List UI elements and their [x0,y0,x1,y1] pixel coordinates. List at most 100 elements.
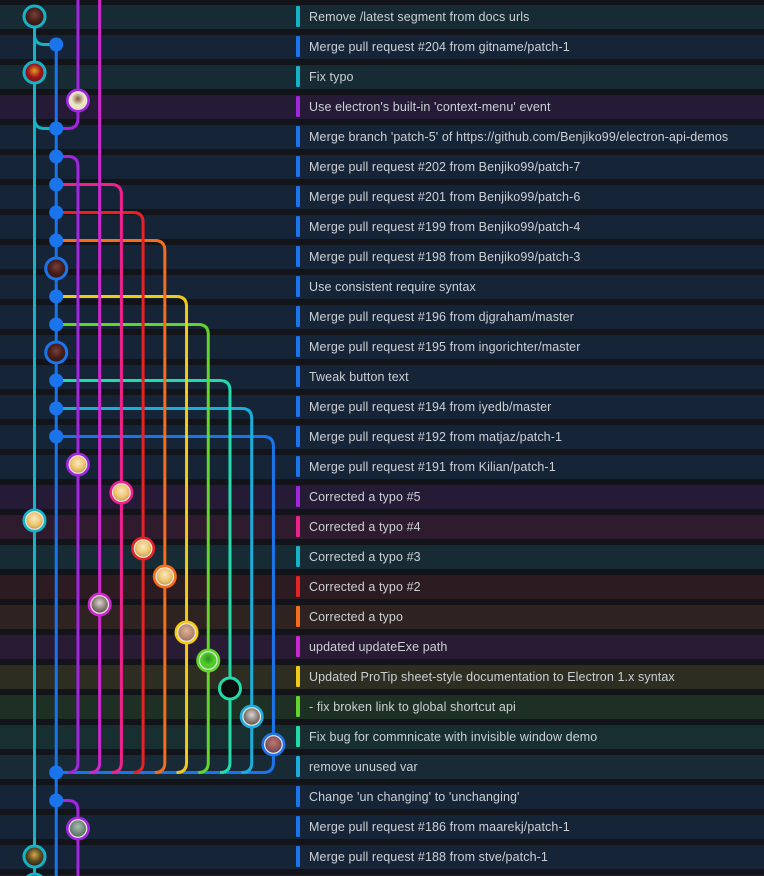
commit-row[interactable]: Change 'un changing' to 'unchanging' [0,784,764,813]
commit-row[interactable]: Merge branch 'patch-5' of https://github… [0,124,764,153]
commit-row-band: Merge pull request #192 from matjaz/patc… [0,424,764,449]
commit-message: Merge pull request #201 from Benjiko99/p… [309,189,581,204]
commit-row[interactable]: Use consistent require syntax [0,274,764,303]
commit-message: Corrected a typo #2 [309,579,421,594]
commit-row[interactable]: Merge pull request #201 from Benjiko99/p… [0,184,764,213]
commit-row[interactable]: - fix broken link to global shortcut api [0,694,764,723]
commit-ref-bar [296,96,300,117]
commit-row-band: updated updateExe path [0,634,764,659]
commit-row-band: Merge pull request #196 from djgraham/ma… [0,304,764,329]
commit-row-band: Tweak button text [0,364,764,389]
commit-message: Merge pull request #195 from ingorichter… [309,339,581,354]
commit-ref-bar [296,306,300,327]
commit-row[interactable]: Corrected a typo #3 [0,544,764,573]
commit-ref-bar [296,156,300,177]
commit-row[interactable]: Merge pull request #196 from djgraham/ma… [0,304,764,333]
commit-ref-bar [296,516,300,537]
commit-row[interactable]: Corrected a typo #5 [0,484,764,513]
commit-row[interactable]: updated updateExe path [0,634,764,663]
commit-message: Merge pull request #186 from maarekj/pat… [309,819,570,834]
commit-ref-bar [296,126,300,147]
commit-row-band: Corrected a typo [0,604,764,629]
commit-message: Change 'un changing' to 'unchanging' [309,789,520,804]
commit-row[interactable]: Merge pull request #199 from Benjiko99/p… [0,214,764,243]
commit-message: - fix broken link to global shortcut api [309,699,516,714]
commit-message: Merge pull request #191 from Kilian/patc… [309,459,556,474]
commit-ref-bar [296,606,300,627]
commit-message: Corrected a typo #3 [309,549,421,564]
commit-row[interactable]: Use electron's built-in 'context-menu' e… [0,94,764,123]
commit-ref-bar [296,456,300,477]
commit-row-band: Corrected a typo #4 [0,514,764,539]
commit-ref-bar [296,486,300,507]
commit-row[interactable]: Remove /latest segment from docs urls [0,4,764,33]
commit-message: Merge pull request #196 from djgraham/ma… [309,309,574,324]
commit-row-band: Merge pull request #188 from stve/patch-… [0,844,764,869]
commit-ref-bar [296,186,300,207]
commit-row[interactable]: Merge pull request #204 from gitname/pat… [0,34,764,63]
commit-row-band: Merge pull request #198 from Benjiko99/p… [0,244,764,269]
commit-row[interactable]: Merge pull request #186 from maarekj/pat… [0,814,764,843]
commit-ref-bar [296,6,300,27]
commit-ref-bar [296,816,300,837]
commit-row[interactable]: Fix bug for commnicate with invisible wi… [0,724,764,753]
commit-message: Merge pull request #204 from gitname/pat… [309,39,570,54]
commit-row-band: Merge pull request #186 from maarekj/pat… [0,814,764,839]
commit-message: updated updateExe path [309,639,448,654]
commit-message: remove unused var [309,759,418,774]
commit-row-band: Change 'un changing' to 'unchanging' [0,784,764,809]
commit-row[interactable]: Merge pull request #195 from ingorichter… [0,334,764,363]
commit-row[interactable]: Merge pull request #202 from Benjiko99/p… [0,154,764,183]
commit-row[interactable]: Merge pull request #192 from matjaz/patc… [0,424,764,453]
commit-ref-bar [296,576,300,597]
commit-ref-bar [296,546,300,567]
commit-row-band: Merge pull request #191 from Kilian/patc… [0,454,764,479]
commit-row[interactable]: Fix typo [0,64,764,93]
commit-row[interactable]: Merge pull request #194 from iyedb/maste… [0,394,764,423]
commit-row[interactable]: Updated ProTip sheet-style documentation… [0,664,764,693]
commit-ref-bar [296,216,300,237]
commit-row[interactable]: Update repository URL references in READ… [0,874,764,876]
commit-row[interactable]: Corrected a typo #2 [0,574,764,603]
commit-ref-bar [296,276,300,297]
commit-row-band: Fix bug for commnicate with invisible wi… [0,724,764,749]
commit-message: Remove /latest segment from docs urls [309,9,530,24]
commit-row-band: Use consistent require syntax [0,274,764,299]
commit-ref-bar [296,636,300,657]
commit-message: Corrected a typo #4 [309,519,421,534]
commit-row-band: Corrected a typo #2 [0,574,764,599]
commit-row[interactable]: remove unused var [0,754,764,783]
commit-ref-bar [296,366,300,387]
commit-row-band: Merge pull request #195 from ingorichter… [0,334,764,359]
commit-row[interactable]: Corrected a typo [0,604,764,633]
commit-ref-bar [296,336,300,357]
commit-row[interactable]: Corrected a typo #4 [0,514,764,543]
commit-message: Fix bug for commnicate with invisible wi… [309,729,598,744]
commit-row-band: Merge pull request #204 from gitname/pat… [0,34,764,59]
commit-row-band: Corrected a typo #3 [0,544,764,569]
commit-message: Merge pull request #194 from iyedb/maste… [309,399,552,414]
commit-message: Fix typo [309,69,354,84]
commit-ref-bar [296,666,300,687]
commit-message: Merge pull request #192 from matjaz/patc… [309,429,563,444]
commit-message: Merge pull request #199 from Benjiko99/p… [309,219,581,234]
commit-message: Merge pull request #202 from Benjiko99/p… [309,159,581,174]
commit-ref-bar [296,756,300,777]
commit-ref-bar [296,846,300,867]
commit-ref-bar [296,786,300,807]
commit-message: Tweak button text [309,369,409,384]
commit-row[interactable]: Tweak button text [0,364,764,393]
commit-message: Merge pull request #198 from Benjiko99/p… [309,249,581,264]
commit-row[interactable]: Merge pull request #198 from Benjiko99/p… [0,244,764,273]
commit-row-band: Merge pull request #194 from iyedb/maste… [0,394,764,419]
commit-message: Updated ProTip sheet-style documentation… [309,669,675,684]
commit-ref-bar [296,396,300,417]
commit-row-band: Merge branch 'patch-5' of https://github… [0,124,764,149]
commit-row[interactable]: Merge pull request #191 from Kilian/patc… [0,454,764,483]
commit-row[interactable]: Merge pull request #188 from stve/patch-… [0,844,764,873]
commit-row-band: Update repository URL references in READ… [0,874,764,876]
commit-message: Use electron's built-in 'context-menu' e… [309,99,551,114]
commit-message: Corrected a typo #5 [309,489,421,504]
commit-ref-bar [296,246,300,267]
